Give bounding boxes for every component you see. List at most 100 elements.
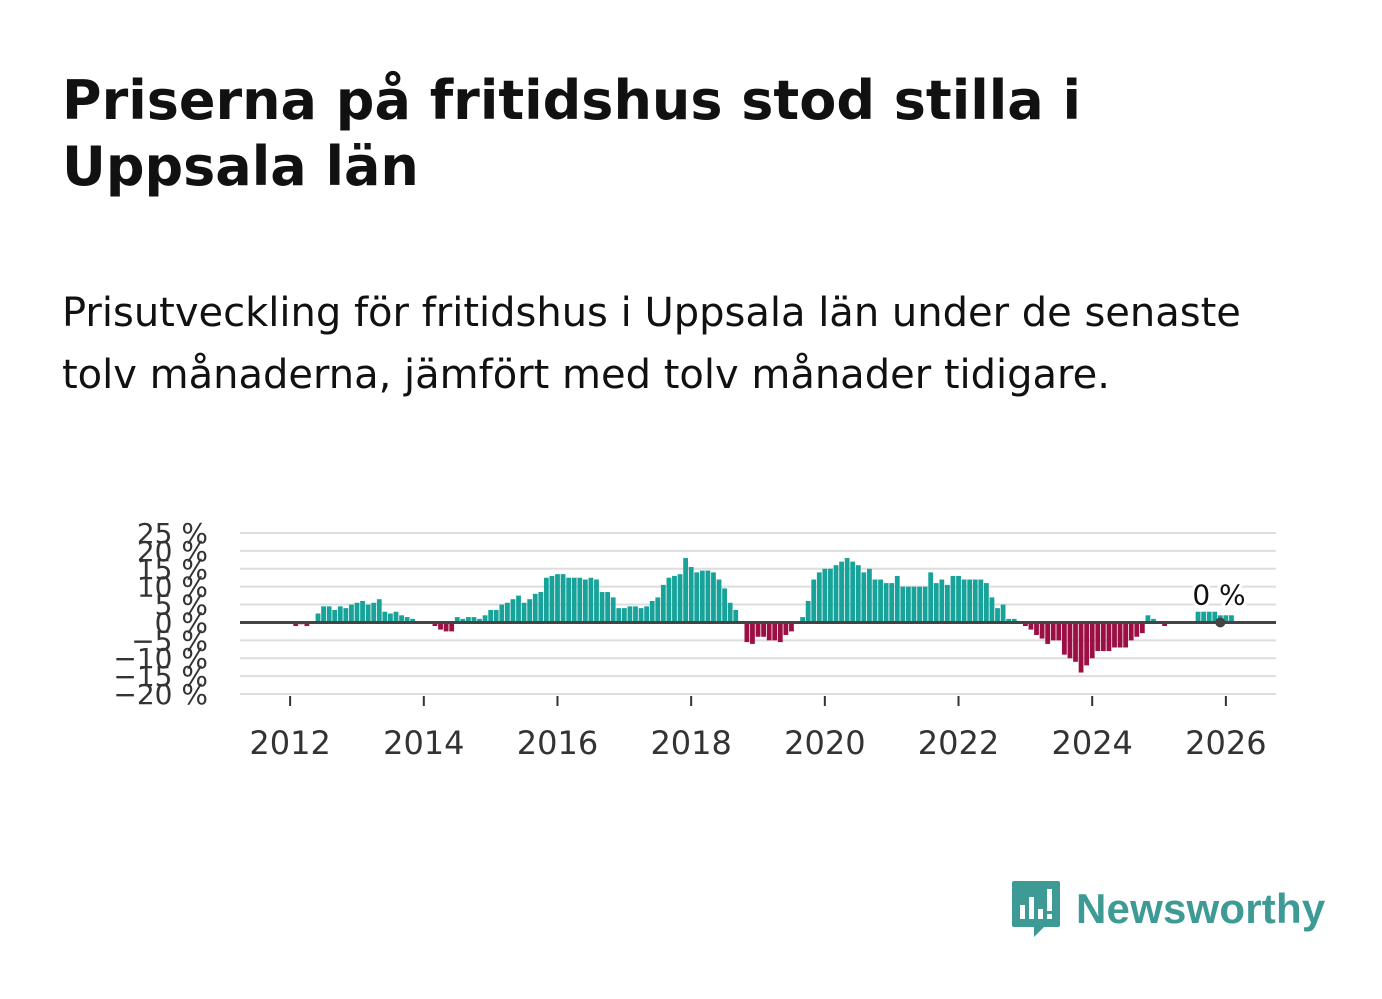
bar	[766, 622, 772, 641]
bar	[1117, 622, 1123, 648]
bar	[672, 575, 677, 623]
bar	[443, 622, 449, 632]
bar	[605, 592, 611, 623]
bar	[627, 606, 633, 623]
bar	[1201, 611, 1207, 623]
bar	[382, 611, 388, 623]
bar	[911, 586, 917, 623]
bar	[883, 583, 889, 623]
y-tick-label: −10 %	[113, 642, 208, 675]
bar	[956, 575, 961, 623]
y-tick-label: 10 %	[137, 571, 208, 604]
bar	[499, 604, 505, 623]
bar	[332, 609, 338, 623]
bar	[460, 618, 466, 623]
brand-name: Newsworthy	[1076, 885, 1326, 932]
bar	[555, 574, 560, 623]
bar	[465, 617, 471, 623]
bar	[577, 577, 583, 623]
bar	[638, 608, 644, 623]
bar	[293, 622, 299, 627]
bar	[978, 579, 984, 623]
annotation-point	[1215, 617, 1226, 628]
x-tick-label: 2022	[918, 724, 999, 762]
bar	[588, 577, 594, 623]
bar	[1061, 622, 1067, 655]
bar	[1145, 615, 1151, 623]
bar	[571, 577, 577, 623]
bar	[783, 622, 789, 635]
y-tick-label: 5 %	[155, 589, 208, 622]
bar	[1223, 615, 1229, 623]
bar	[917, 586, 922, 623]
bar	[1084, 622, 1090, 666]
bar	[493, 609, 499, 623]
bar	[677, 574, 683, 623]
bar	[1206, 611, 1212, 623]
bar	[844, 558, 850, 623]
y-tick-label: 20 %	[137, 535, 208, 568]
bar	[1067, 622, 1073, 659]
bar	[516, 595, 521, 623]
bar	[995, 608, 1000, 623]
bar	[833, 565, 839, 623]
bar	[633, 606, 638, 623]
bar	[889, 583, 895, 623]
bar	[1195, 611, 1201, 623]
bar	[594, 579, 599, 623]
bar	[855, 565, 861, 623]
bar	[543, 577, 549, 623]
bar	[961, 579, 967, 623]
bar	[1112, 622, 1117, 648]
bar	[365, 604, 371, 623]
bar	[867, 568, 872, 623]
bar	[900, 586, 906, 623]
bar	[1000, 604, 1006, 623]
bar	[716, 579, 722, 623]
bar	[660, 584, 666, 623]
bar	[599, 592, 605, 623]
chart-subtitle: Prisutveckling för fritidshus i Uppsala …	[62, 290, 1241, 398]
bar	[928, 572, 934, 623]
bar	[805, 600, 811, 623]
bar	[1050, 622, 1056, 641]
bar	[655, 597, 661, 623]
bar	[1151, 618, 1156, 623]
bar	[1134, 622, 1140, 637]
axes: 25 %20 %15 %10 %5 %0 %−5 %−10 %−15 %−20 …	[113, 517, 1276, 762]
x-tick-label: 2020	[784, 724, 865, 762]
bar	[360, 600, 365, 623]
bar	[850, 561, 856, 623]
bar	[1006, 618, 1012, 623]
bar	[983, 583, 989, 623]
bar	[610, 597, 616, 623]
bar	[510, 599, 516, 623]
bar	[432, 622, 438, 627]
bar	[621, 608, 627, 623]
bar	[1095, 622, 1101, 652]
bar	[410, 618, 416, 623]
bar	[683, 558, 689, 623]
bar	[560, 574, 566, 623]
bar	[906, 586, 911, 623]
x-tick-label: 2018	[650, 724, 731, 762]
bar	[1011, 618, 1017, 623]
bar	[1100, 622, 1106, 652]
bar	[699, 570, 705, 623]
bar	[1045, 622, 1051, 644]
bar	[939, 579, 945, 623]
bar	[878, 579, 883, 623]
bar	[705, 570, 711, 623]
y-tick-label: −5 %	[131, 624, 208, 657]
bar	[438, 622, 443, 630]
bar	[315, 613, 321, 623]
bar	[449, 622, 455, 632]
bar	[733, 609, 739, 623]
bar	[521, 602, 527, 623]
bar	[376, 599, 382, 623]
y-tick-label: 25 %	[137, 517, 208, 550]
bar	[761, 622, 766, 637]
bar	[839, 561, 844, 623]
bar	[688, 566, 694, 623]
bar	[816, 572, 822, 623]
